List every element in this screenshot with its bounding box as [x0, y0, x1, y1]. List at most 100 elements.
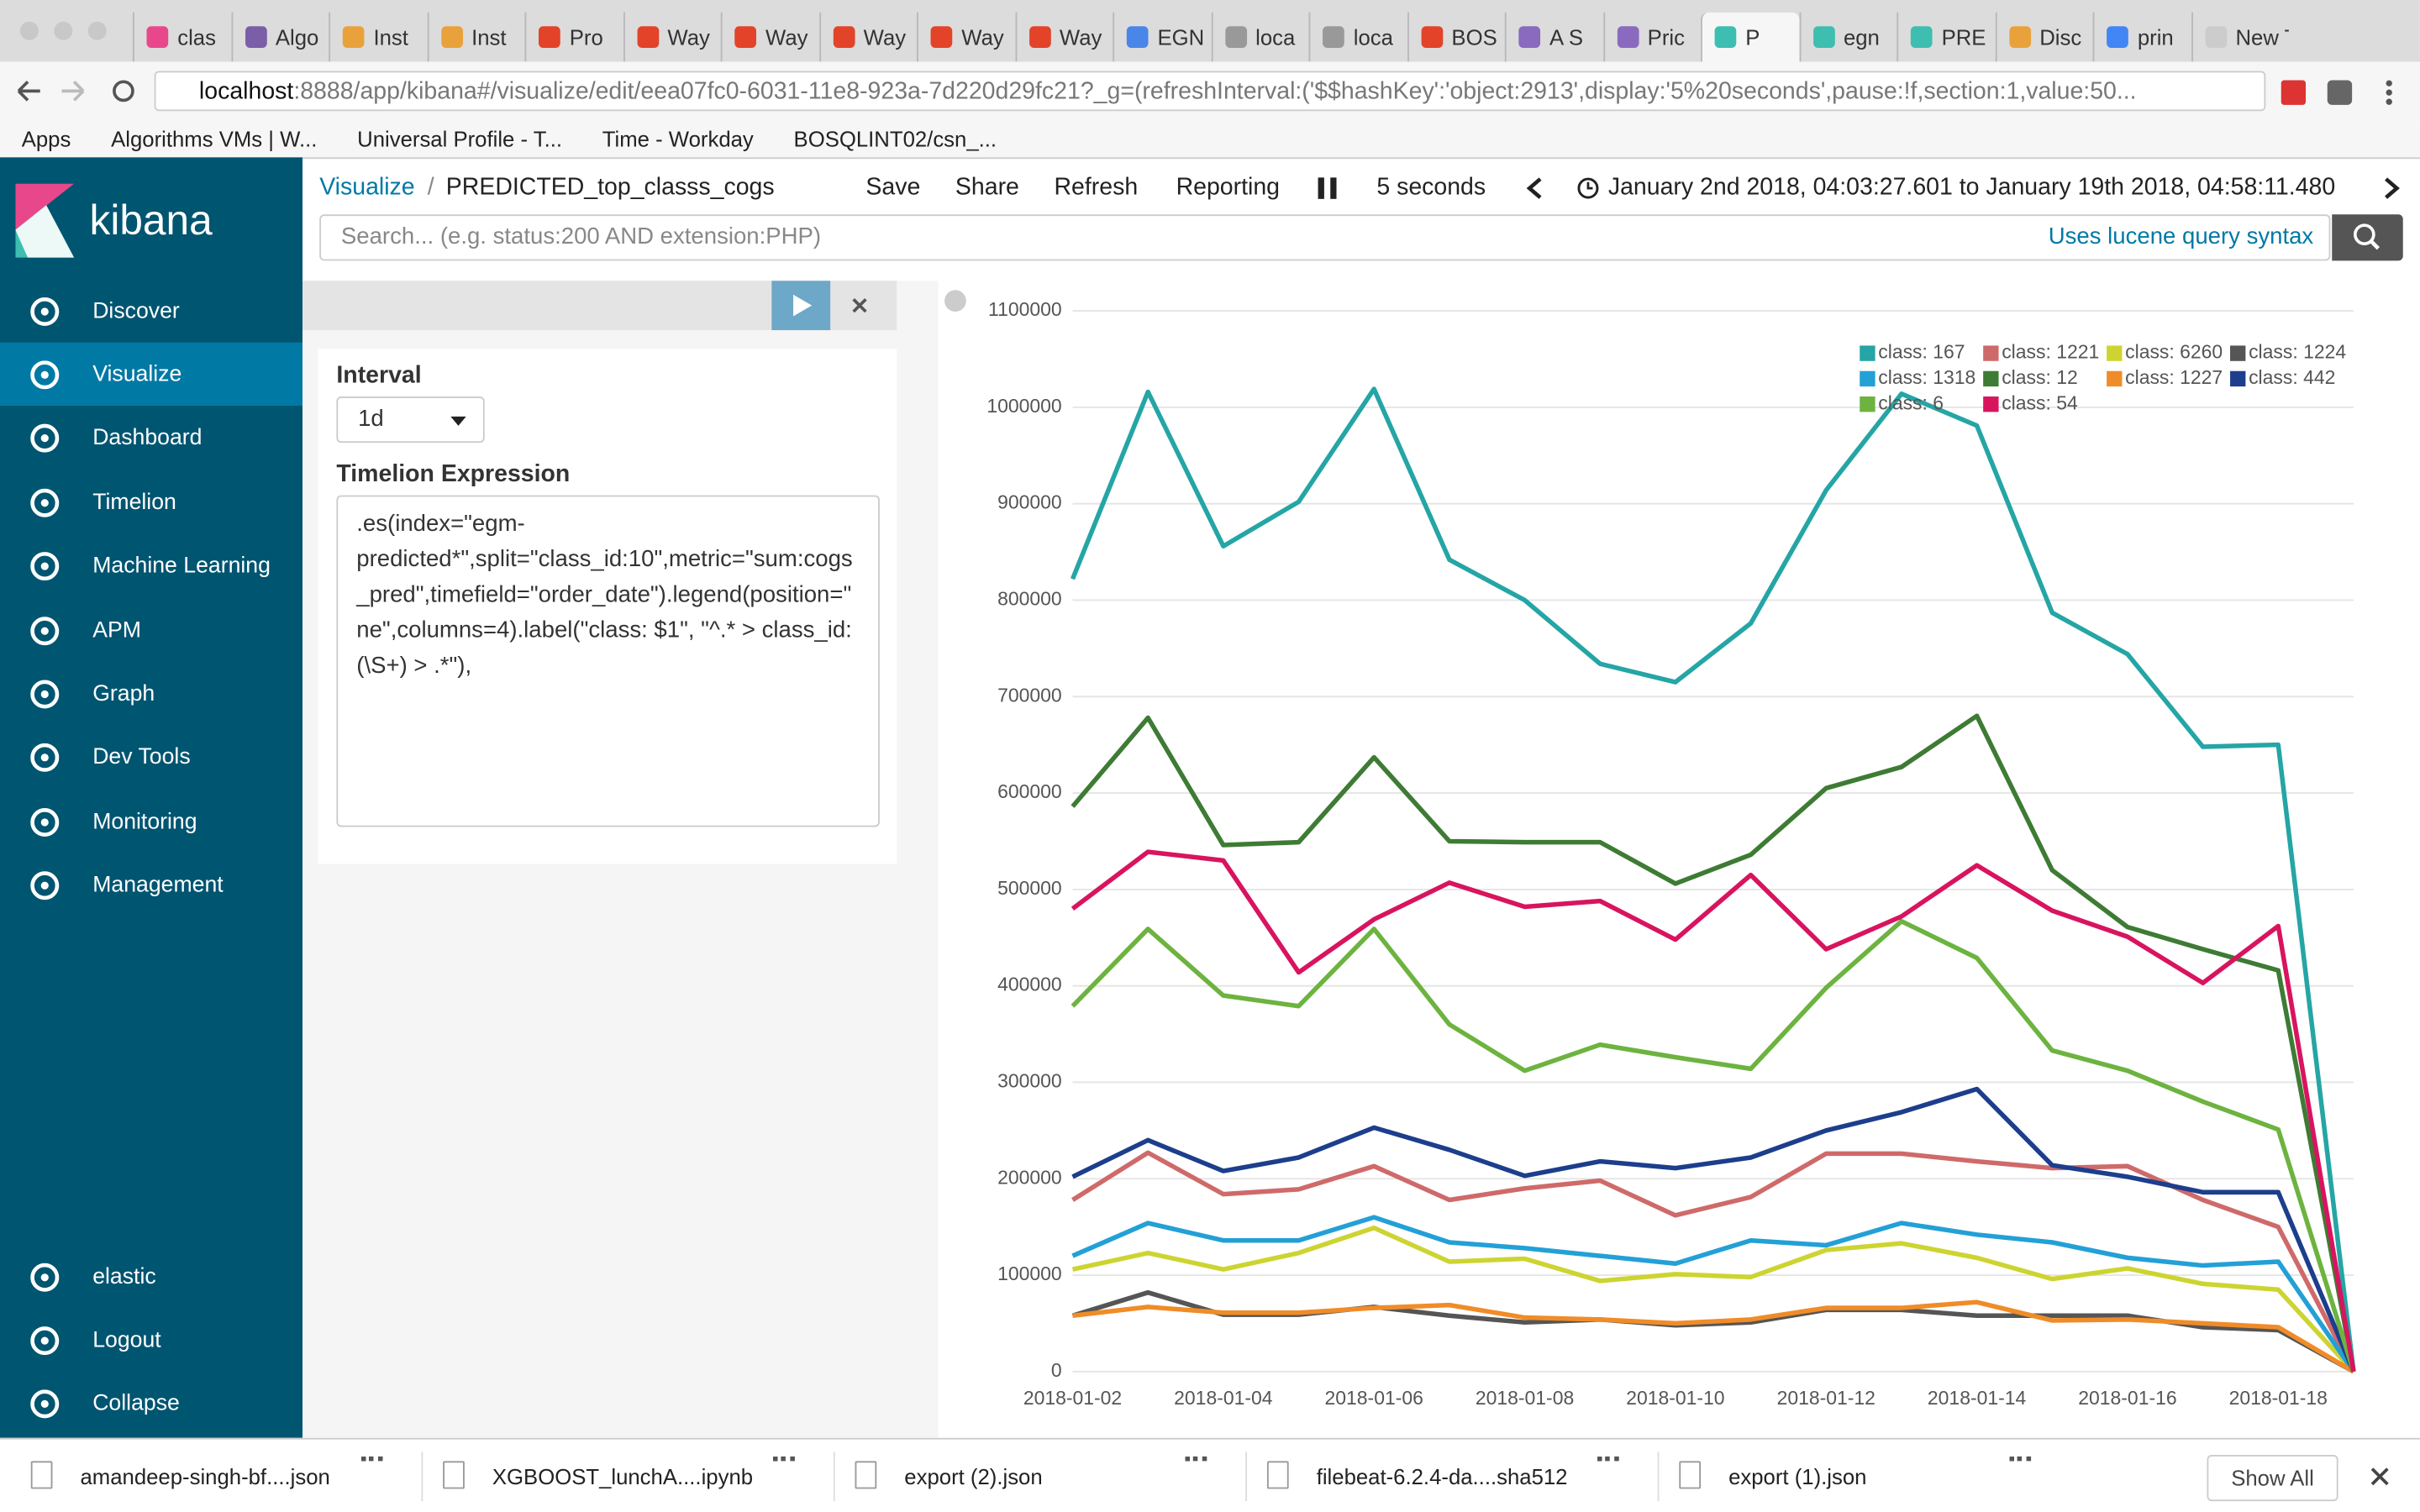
nav-item[interactable]: Dev Tools: [0, 727, 302, 790]
series-line: [1070, 386, 2356, 1373]
nav-item[interactable]: Dashboard: [0, 407, 302, 470]
query-input[interactable]: Search... (e.g. status:200 AND extension…: [319, 214, 2331, 261]
file-menu[interactable]: [2009, 1456, 2032, 1467]
extension-icons[interactable]: [2281, 77, 2405, 108]
download-file[interactable]: amandeep-singh-bf....json: [80, 1464, 330, 1489]
bookmark[interactable]: Universal Profile - T...: [357, 126, 563, 151]
tab[interactable]: Algo: [230, 12, 329, 62]
download-file[interactable]: filebeat-6.2.4-da....sha512: [1316, 1464, 1568, 1489]
tab-title: clas: [177, 24, 216, 50]
tab[interactable]: Way: [623, 12, 721, 62]
syntax-link[interactable]: Uses lucene query syntax: [2048, 223, 2314, 250]
tab[interactable]: clas: [132, 12, 231, 62]
bookmark[interactable]: BOSQLINT02/csn_...: [793, 126, 997, 151]
tab[interactable]: Way: [916, 12, 1015, 62]
tab[interactable]: Way: [1014, 12, 1113, 62]
download-file[interactable]: export (2).json: [904, 1464, 1043, 1489]
legend-label[interactable]: class: 6260: [2125, 341, 2223, 363]
header-action[interactable]: Refresh: [1054, 174, 1139, 201]
tab[interactable]: P: [1701, 12, 1799, 62]
legend-label[interactable]: class: 6: [1878, 391, 1944, 413]
collapse-toggle[interactable]: [944, 290, 966, 312]
tab[interactable]: New Ta: [2191, 12, 2289, 62]
run-button[interactable]: [771, 281, 831, 331]
header-action[interactable]: Save: [865, 174, 921, 201]
legend-swatch: [1860, 370, 1876, 387]
tab-title: Pro: [569, 24, 603, 50]
next-time[interactable]: [2383, 176, 2402, 200]
interval-label: Interval: [336, 362, 422, 389]
tab-title: New Ta: [2235, 24, 2288, 50]
tab-title: Algo: [275, 24, 319, 50]
nav-label: Graph: [92, 681, 155, 707]
file-menu[interactable]: [773, 1456, 795, 1467]
file-menu[interactable]: [1597, 1456, 1619, 1467]
tab-title: prin: [2137, 24, 2174, 50]
nav-item[interactable]: Management: [0, 854, 302, 917]
legend-label[interactable]: class: 54: [2002, 391, 2078, 413]
download-file[interactable]: XGBOOST_lunchA....ipynb: [492, 1464, 754, 1489]
y-tick-label: 1100000: [988, 298, 1062, 320]
tab[interactable]: PRE: [1897, 12, 1995, 62]
close-downloads[interactable]: [2369, 1466, 2391, 1488]
pause-icon[interactable]: [1318, 177, 1337, 199]
interval-value: 1d: [358, 406, 384, 433]
nav-item[interactable]: Monitoring: [0, 790, 302, 853]
tab[interactable]: loca: [1308, 12, 1407, 62]
search-button[interactable]: [2332, 214, 2403, 261]
legend-label[interactable]: class: 1318: [1878, 366, 1975, 388]
tab[interactable]: Inst: [329, 12, 427, 62]
legend-label[interactable]: class: 1227: [2125, 366, 2223, 388]
file-menu[interactable]: [360, 1456, 383, 1467]
refresh-interval[interactable]: 5 seconds: [1376, 174, 1486, 201]
tab[interactable]: Pro: [524, 12, 623, 62]
show-all-button[interactable]: Show All: [2207, 1455, 2338, 1502]
tab[interactable]: Disc: [1994, 12, 2093, 62]
nav-item[interactable]: Collapse: [0, 1373, 302, 1436]
interval-select[interactable]: 1d: [336, 396, 485, 444]
prev-time[interactable]: [1525, 176, 1544, 200]
legend-swatch: [2230, 370, 2246, 387]
separator: [1657, 1452, 1660, 1502]
tab[interactable]: Pric: [1602, 12, 1701, 62]
tab[interactable]: EGN: [1113, 12, 1211, 62]
file-menu[interactable]: [1185, 1456, 1207, 1467]
nav-item[interactable]: Timelion: [0, 471, 302, 534]
tab-title: Inst: [471, 24, 507, 50]
bookmark[interactable]: Algorithms VMs | W...: [111, 126, 318, 151]
y-tick-label: 700000: [997, 684, 1062, 706]
bookmark[interactable]: Apps: [21, 126, 71, 151]
tab[interactable]: loca: [1210, 12, 1309, 62]
nav-item[interactable]: elastic: [0, 1245, 302, 1308]
nav-item[interactable]: Machine Learning: [0, 535, 302, 598]
nav-item[interactable]: Discover: [0, 279, 302, 342]
legend-label[interactable]: class: 1221: [2002, 341, 2099, 363]
header-action[interactable]: Share: [955, 174, 1019, 201]
breadcrumb-root[interactable]: Visualize: [319, 174, 415, 201]
nav-buttons[interactable]: [13, 76, 139, 107]
tab[interactable]: prin: [2092, 12, 2191, 62]
url-field[interactable]: localhost:8888/app/kibana#/visualize/edi…: [154, 71, 2266, 112]
close-button[interactable]: [850, 297, 869, 315]
header-action[interactable]: Reporting: [1176, 174, 1281, 201]
download-file[interactable]: export (1).json: [1728, 1464, 1867, 1489]
legend-label[interactable]: class: 12: [2002, 366, 2078, 388]
nav-item[interactable]: Logout: [0, 1309, 302, 1372]
tab[interactable]: Inst: [426, 12, 525, 62]
favicon: [1028, 26, 1050, 48]
tab[interactable]: A S: [1504, 12, 1603, 62]
time-range[interactable]: January 2nd 2018, 04:03:27.601 to Januar…: [1607, 174, 2336, 201]
tab[interactable]: egn: [1798, 12, 1897, 62]
tab-title: Pric: [1647, 24, 1685, 50]
nav-item[interactable]: Visualize: [0, 343, 302, 407]
nav-item[interactable]: Graph: [0, 663, 302, 726]
legend-label[interactable]: class: 1224: [2249, 341, 2346, 363]
legend-label[interactable]: class: 442: [2249, 366, 2335, 388]
tab[interactable]: Way: [818, 12, 917, 62]
tab[interactable]: Way: [720, 12, 819, 62]
bookmark[interactable]: Time - Workday: [602, 126, 754, 151]
tab[interactable]: BOS: [1407, 12, 1505, 62]
expression-input[interactable]: .es(index="egm-predicted*",split="class_…: [336, 495, 880, 827]
nav-item[interactable]: APM: [0, 599, 302, 662]
legend-label[interactable]: class: 167: [1878, 341, 1965, 363]
